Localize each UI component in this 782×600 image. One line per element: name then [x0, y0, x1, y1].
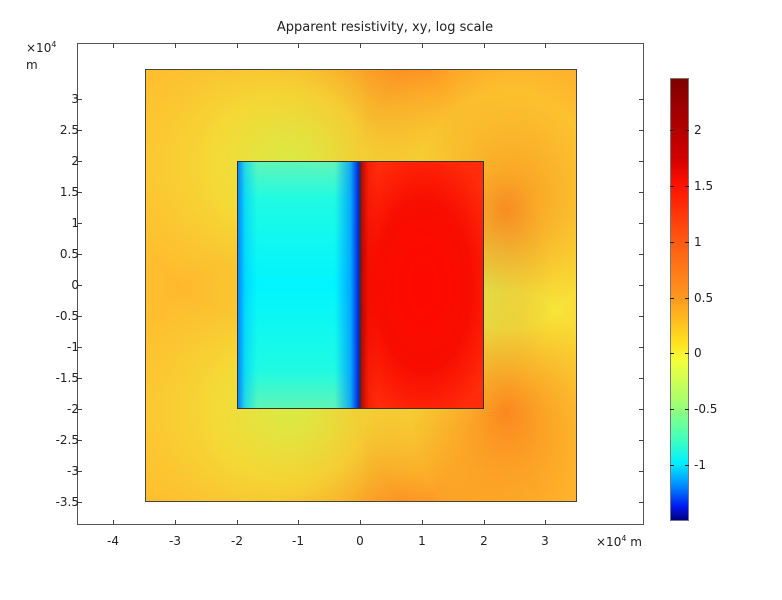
x-tick-top [360, 43, 361, 48]
chart-title: Apparent resistivity, xy, log scale [276, 20, 494, 35]
x-tick [484, 520, 485, 525]
y-tick-label: -3.5 [55, 495, 79, 509]
x-tick-label: 3 [541, 534, 549, 548]
y-tick [77, 99, 82, 100]
y-tick-right [639, 223, 644, 224]
colorbar-tick-label: -0.5 [694, 402, 718, 416]
x-tick-top [175, 43, 176, 48]
x-tick [545, 520, 546, 525]
x-tick [298, 520, 299, 525]
x-tick-label: -2 [231, 534, 243, 548]
x-tick-top [298, 43, 299, 48]
y-tick-label: 0.5 [59, 247, 79, 261]
colorbar-tick [670, 242, 674, 243]
colorbar-tick [685, 242, 689, 243]
colorbar-tick [685, 186, 689, 187]
x-tick-top [237, 43, 238, 48]
colorbar-tick [685, 465, 689, 466]
y-tick-label: 1 [71, 216, 79, 230]
y-tick-label: 3 [71, 92, 79, 106]
x-tick-label: -3 [169, 534, 181, 548]
colorbar [670, 78, 689, 521]
y-tick-right [639, 378, 644, 379]
y-tick-right [639, 409, 644, 410]
colorbar-tick [670, 298, 674, 299]
colorbar-tick-label: -1 [694, 458, 706, 472]
x-tick-label: -1 [292, 534, 304, 548]
y-tick [77, 192, 82, 193]
y-tick-right [639, 285, 644, 286]
colorbar-tick [685, 130, 689, 131]
y-tick-right [639, 254, 644, 255]
y-axis-unit: m [26, 58, 38, 72]
y-tick-label: -2 [67, 402, 79, 416]
colorbar-tick [670, 465, 674, 466]
y-tick [77, 471, 82, 472]
colorbar-tick-label: 0 [694, 346, 702, 360]
y-tick-right [639, 316, 644, 317]
colorbar-tick [670, 353, 674, 354]
y-tick [77, 347, 82, 348]
colorbar-tick [670, 186, 674, 187]
y-tick-right [639, 161, 644, 162]
x-tick-top [484, 43, 485, 48]
high-resistivity-block [360, 161, 484, 409]
y-tick-right [639, 502, 644, 503]
y-tick-right [639, 471, 644, 472]
y-tick [77, 130, 82, 131]
x-tick [360, 520, 361, 525]
y-tick [77, 223, 82, 224]
y-tick-right [639, 99, 644, 100]
y-tick-label: -1 [67, 340, 79, 354]
colorbar-tick [685, 409, 689, 410]
y-tick-label: -1.5 [55, 371, 79, 385]
y-tick [77, 254, 82, 255]
x-tick [113, 520, 114, 525]
y-tick-label: 1.5 [59, 185, 79, 199]
x-axis-scale-label: ×104 m [596, 534, 642, 549]
y-tick-right [639, 347, 644, 348]
x-tick [422, 520, 423, 525]
x-tick-label: 1 [418, 534, 426, 548]
y-tick-label: 2.5 [59, 123, 79, 137]
low-resistivity-block [237, 161, 360, 409]
colorbar-tick [670, 409, 674, 410]
colorbar-tick-label: 1.5 [694, 179, 714, 193]
colorbar-tick-label: 2 [694, 123, 702, 137]
y-tick-label: -3 [67, 464, 79, 478]
colorbar-tick-label: 1 [694, 235, 702, 249]
x-tick-top [545, 43, 546, 48]
y-tick [77, 316, 82, 317]
x-tick [237, 520, 238, 525]
y-tick [77, 502, 82, 503]
y-tick-right [639, 440, 644, 441]
x-tick-label: -4 [107, 534, 119, 548]
y-tick [77, 409, 82, 410]
y-tick-right [639, 192, 644, 193]
y-tick-label: -2.5 [55, 433, 79, 447]
y-tick-label: 2 [71, 154, 79, 168]
y-tick [77, 440, 82, 441]
x-tick [175, 520, 176, 525]
colorbar-tick [685, 298, 689, 299]
colorbar-tick [685, 353, 689, 354]
y-tick-right [639, 130, 644, 131]
x-tick-top [113, 43, 114, 48]
x-tick-label: 0 [356, 534, 364, 548]
colorbar-tick-label: 0.5 [694, 291, 714, 305]
y-tick [77, 285, 82, 286]
outer-domain-heatmap [145, 69, 577, 502]
colorbar-tick [670, 130, 674, 131]
x-tick-top [422, 43, 423, 48]
x-tick-label: 2 [480, 534, 488, 548]
y-tick [77, 378, 82, 379]
y-tick-label: 0 [71, 278, 79, 292]
y-tick-label: -0.5 [55, 309, 79, 323]
y-tick [77, 161, 82, 162]
y-axis-scale-label: ×104 [26, 40, 57, 55]
